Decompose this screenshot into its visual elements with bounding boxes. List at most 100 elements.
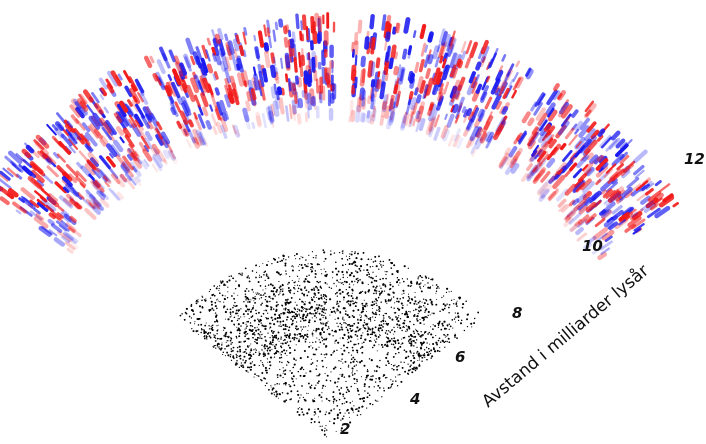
- streak: [591, 190, 602, 201]
- galaxy-dot: [299, 284, 301, 287]
- galaxy-dot: [276, 317, 279, 319]
- streak: [195, 129, 205, 146]
- streak: [573, 198, 587, 212]
- galaxy-dot: [273, 330, 275, 333]
- streak: [595, 165, 609, 178]
- galaxy-dot: [419, 347, 423, 350]
- galaxy-dot: [238, 355, 241, 358]
- galaxy-dot: [351, 367, 354, 370]
- streak: [99, 190, 107, 198]
- galaxy-dot: [332, 277, 334, 279]
- galaxy-dot: [204, 331, 207, 334]
- galaxy-dot: [276, 261, 279, 263]
- streak: [65, 232, 79, 244]
- galaxy-dot: [253, 305, 255, 307]
- streak: [534, 167, 546, 181]
- streak: [224, 33, 229, 42]
- galaxy-dot: [307, 280, 310, 283]
- galaxy-dot: [209, 332, 212, 334]
- streak: [268, 111, 273, 126]
- galaxy-dot: [264, 335, 266, 338]
- galaxy-dot: [209, 288, 212, 291]
- streak: [163, 158, 168, 165]
- streak: [630, 208, 637, 215]
- galaxy-dot: [355, 383, 357, 385]
- streak: [162, 149, 171, 159]
- galaxy-dot: [419, 335, 422, 338]
- streak: [30, 169, 45, 184]
- galaxy-dot: [281, 290, 284, 293]
- galaxy-dot: [378, 308, 380, 310]
- galaxy-dot: [363, 385, 366, 387]
- galaxy-dot: [327, 399, 329, 401]
- streak: [193, 137, 199, 145]
- galaxy-dot: [380, 301, 382, 303]
- galaxy-dot: [360, 316, 362, 319]
- streak: [367, 60, 374, 78]
- galaxy-dot: [340, 419, 342, 421]
- galaxy-dot: [233, 292, 235, 294]
- galaxy-dot: [232, 355, 234, 357]
- galaxy-dot: [257, 311, 260, 314]
- streak: [134, 119, 141, 128]
- streak: [438, 28, 446, 44]
- galaxy-dot: [362, 324, 365, 327]
- galaxy-dot: [306, 289, 308, 292]
- galaxy-dot: [285, 301, 287, 304]
- galaxy-dot: [372, 271, 374, 273]
- galaxy-dot: [252, 353, 255, 355]
- galaxy-dot: [444, 340, 446, 342]
- galaxy-dot: [299, 407, 301, 409]
- streak: [116, 103, 127, 117]
- galaxy-dot: [291, 337, 294, 340]
- galaxy-dot: [446, 340, 448, 343]
- galaxy-dot: [419, 322, 422, 325]
- galaxy-dot: [245, 310, 247, 313]
- galaxy-dot: [312, 256, 315, 259]
- galaxy-dot: [313, 289, 316, 291]
- galaxy-dot: [390, 384, 393, 386]
- galaxy-dot: [410, 359, 412, 362]
- galaxy-dot: [455, 302, 458, 304]
- streak: [258, 79, 263, 89]
- galaxy-dot: [248, 300, 251, 303]
- galaxy-dot: [323, 331, 325, 334]
- galaxy-dot: [223, 301, 225, 303]
- streak: [98, 189, 109, 200]
- galaxy-dot: [259, 336, 261, 338]
- streak: [212, 125, 218, 135]
- galaxy-dot: [251, 309, 253, 311]
- streak: [87, 152, 99, 165]
- streak: [640, 200, 654, 212]
- galaxy-dot: [315, 317, 317, 319]
- galaxy-dot: [293, 307, 296, 309]
- galaxy-dot: [359, 347, 362, 350]
- galaxy-dot: [343, 349, 346, 352]
- galaxy-dot: [335, 285, 337, 287]
- galaxy-dot: [357, 389, 360, 392]
- streak: [148, 112, 159, 127]
- streak: [630, 211, 639, 218]
- galaxy-dot: [400, 361, 402, 363]
- galaxy-dot: [223, 305, 226, 308]
- galaxy-dot: [367, 290, 370, 293]
- galaxy-dot: [317, 281, 320, 284]
- galaxy-dot: [379, 334, 381, 336]
- streak: [391, 101, 396, 109]
- streak: [566, 211, 574, 219]
- galaxy-dot: [271, 335, 274, 337]
- streak: [425, 67, 431, 79]
- streak: [263, 24, 268, 37]
- streak: [600, 209, 612, 219]
- galaxy-dot: [387, 300, 390, 302]
- streak: [547, 137, 554, 145]
- streak: [57, 205, 65, 212]
- galaxy-dot: [216, 285, 218, 287]
- galaxy-dot: [377, 297, 380, 299]
- streak: [659, 183, 671, 193]
- galaxy-dot: [308, 382, 310, 385]
- galaxy-dot: [232, 346, 235, 349]
- galaxy-dot: [416, 318, 418, 320]
- streak: [634, 169, 645, 179]
- galaxy-dot: [334, 340, 336, 342]
